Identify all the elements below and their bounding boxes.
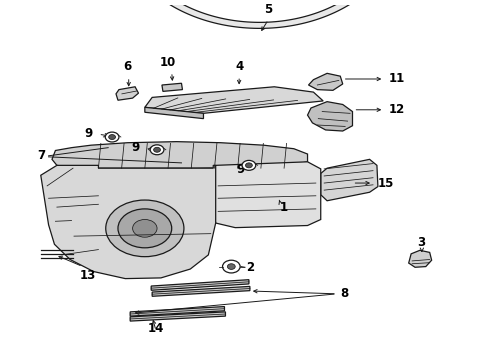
Polygon shape xyxy=(151,280,249,290)
Circle shape xyxy=(242,161,256,170)
Polygon shape xyxy=(145,87,323,113)
Polygon shape xyxy=(125,0,394,28)
Polygon shape xyxy=(130,312,225,321)
Text: 15: 15 xyxy=(378,176,394,190)
Text: 10: 10 xyxy=(160,56,176,69)
Circle shape xyxy=(154,147,160,152)
Text: 5: 5 xyxy=(264,3,272,16)
Text: 9: 9 xyxy=(84,127,93,140)
Circle shape xyxy=(245,163,252,168)
Polygon shape xyxy=(213,162,321,228)
Polygon shape xyxy=(162,83,182,91)
Text: 9: 9 xyxy=(132,141,140,154)
Text: 12: 12 xyxy=(389,103,405,116)
Polygon shape xyxy=(52,141,308,168)
Circle shape xyxy=(222,260,240,273)
Polygon shape xyxy=(152,287,250,296)
Text: 1: 1 xyxy=(280,201,288,213)
Polygon shape xyxy=(145,107,203,119)
Text: 3: 3 xyxy=(417,236,425,249)
Polygon shape xyxy=(116,87,139,100)
Circle shape xyxy=(105,132,119,142)
Text: 14: 14 xyxy=(148,322,164,335)
Circle shape xyxy=(150,145,164,155)
Text: 9: 9 xyxy=(237,163,245,176)
Text: 4: 4 xyxy=(235,60,243,73)
Text: 13: 13 xyxy=(79,269,96,282)
Circle shape xyxy=(133,220,157,237)
Circle shape xyxy=(106,200,184,257)
Circle shape xyxy=(118,209,172,248)
Text: 7: 7 xyxy=(38,149,46,162)
Polygon shape xyxy=(41,165,216,279)
Polygon shape xyxy=(309,73,343,90)
Polygon shape xyxy=(409,250,432,267)
Circle shape xyxy=(227,264,235,269)
Polygon shape xyxy=(321,159,378,201)
Text: 6: 6 xyxy=(123,60,132,73)
Text: 2: 2 xyxy=(246,261,254,274)
Text: 8: 8 xyxy=(340,287,348,300)
Polygon shape xyxy=(130,307,224,316)
Polygon shape xyxy=(308,102,352,131)
Circle shape xyxy=(109,135,116,140)
Text: 11: 11 xyxy=(389,72,405,85)
